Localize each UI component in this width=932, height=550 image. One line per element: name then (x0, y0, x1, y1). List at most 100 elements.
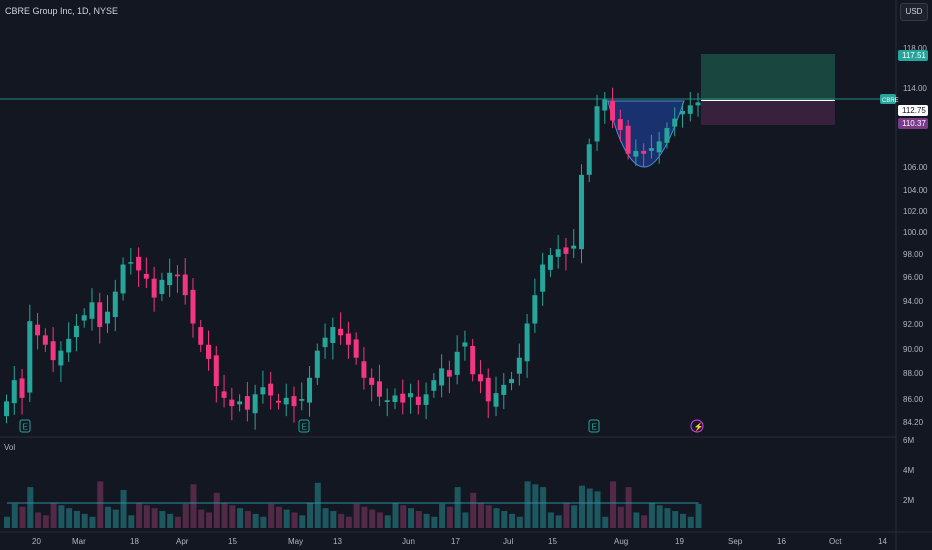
candle[interactable] (198, 327, 204, 345)
candle[interactable] (307, 377, 313, 403)
volume-bar (423, 513, 430, 528)
candle[interactable] (260, 387, 266, 395)
candle[interactable] (439, 368, 445, 386)
candle[interactable] (35, 324, 41, 336)
candle[interactable] (384, 400, 390, 402)
candle[interactable] (408, 393, 414, 398)
candle[interactable] (206, 344, 212, 359)
candle[interactable] (392, 395, 398, 402)
candle[interactable] (159, 279, 165, 295)
candle[interactable] (610, 101, 616, 121)
candle[interactable] (431, 380, 437, 391)
candle[interactable] (252, 394, 258, 414)
candle[interactable] (578, 174, 584, 250)
candle[interactable] (376, 381, 382, 397)
candle[interactable] (291, 396, 297, 407)
candle[interactable] (532, 295, 538, 324)
candle[interactable] (415, 396, 421, 405)
candle[interactable] (664, 128, 670, 143)
candle[interactable] (695, 102, 701, 106)
candle[interactable] (237, 401, 243, 405)
candle[interactable] (509, 378, 515, 384)
earnings-marker-icon[interactable]: E (588, 419, 600, 433)
earnings-marker-icon[interactable]: E (19, 419, 31, 433)
candle[interactable] (400, 393, 406, 403)
candle[interactable] (641, 150, 647, 154)
candle[interactable] (540, 264, 546, 292)
candle[interactable] (345, 333, 351, 345)
candle[interactable] (493, 393, 499, 407)
candle[interactable] (66, 338, 72, 353)
candle[interactable] (423, 394, 429, 405)
candle[interactable] (167, 272, 173, 286)
candle[interactable] (27, 321, 33, 393)
candle[interactable] (190, 289, 196, 324)
stop-zone[interactable] (701, 101, 835, 125)
candle[interactable] (275, 400, 281, 403)
candle[interactable] (322, 337, 328, 348)
candle[interactable] (221, 391, 227, 398)
candle[interactable] (283, 397, 289, 405)
candle[interactable] (516, 357, 522, 374)
candle[interactable] (369, 377, 375, 385)
candle[interactable] (244, 396, 250, 410)
candle[interactable] (58, 350, 64, 366)
candle[interactable] (213, 355, 219, 387)
candle[interactable] (105, 311, 111, 324)
candle[interactable] (143, 273, 149, 279)
candle[interactable] (4, 401, 9, 417)
candle[interactable] (229, 399, 235, 407)
candle[interactable] (470, 345, 476, 375)
candle[interactable] (547, 255, 553, 270)
candle[interactable] (555, 249, 561, 257)
candle[interactable] (687, 105, 693, 114)
candle[interactable] (136, 256, 142, 271)
candle[interactable] (128, 262, 134, 264)
candle[interactable] (571, 245, 577, 249)
volume-bar (625, 487, 632, 528)
candle[interactable] (625, 125, 631, 154)
candle[interactable] (182, 274, 188, 296)
candle[interactable] (462, 342, 468, 347)
candle[interactable] (485, 377, 491, 402)
candle[interactable] (268, 383, 274, 396)
candle[interactable] (602, 99, 608, 111)
candle[interactable] (656, 141, 662, 153)
candle[interactable] (120, 264, 126, 294)
earnings-marker-icon[interactable]: E (298, 419, 310, 433)
candle[interactable] (679, 111, 685, 115)
candle[interactable] (299, 399, 305, 401)
candle[interactable] (19, 378, 25, 398)
candle[interactable] (89, 302, 95, 319)
currency-button[interactable]: USD (900, 3, 928, 21)
dividend-marker-icon[interactable]: ⚡ (690, 419, 704, 433)
candle[interactable] (633, 150, 639, 157)
candle[interactable] (97, 302, 103, 328)
candle[interactable] (477, 374, 483, 382)
candle[interactable] (617, 119, 623, 130)
candle[interactable] (151, 278, 157, 298)
candle[interactable] (330, 327, 336, 343)
candle[interactable] (42, 335, 48, 345)
candle[interactable] (524, 323, 530, 362)
candle[interactable] (81, 315, 87, 321)
candle[interactable] (594, 106, 600, 142)
candle[interactable] (112, 291, 118, 318)
candle[interactable] (314, 350, 320, 378)
target-zone[interactable] (701, 54, 835, 100)
candle[interactable] (50, 341, 56, 361)
candle[interactable] (648, 148, 654, 151)
candle[interactable] (174, 274, 180, 277)
candle[interactable] (338, 328, 344, 336)
candle[interactable] (454, 351, 460, 375)
candle[interactable] (353, 339, 359, 358)
candle[interactable] (501, 384, 507, 395)
candle[interactable] (73, 325, 79, 338)
candle[interactable] (361, 361, 367, 378)
candle[interactable] (446, 370, 452, 377)
candle[interactable] (11, 380, 17, 404)
candle[interactable] (672, 118, 678, 127)
candle[interactable] (563, 247, 569, 254)
candle[interactable] (586, 144, 592, 175)
